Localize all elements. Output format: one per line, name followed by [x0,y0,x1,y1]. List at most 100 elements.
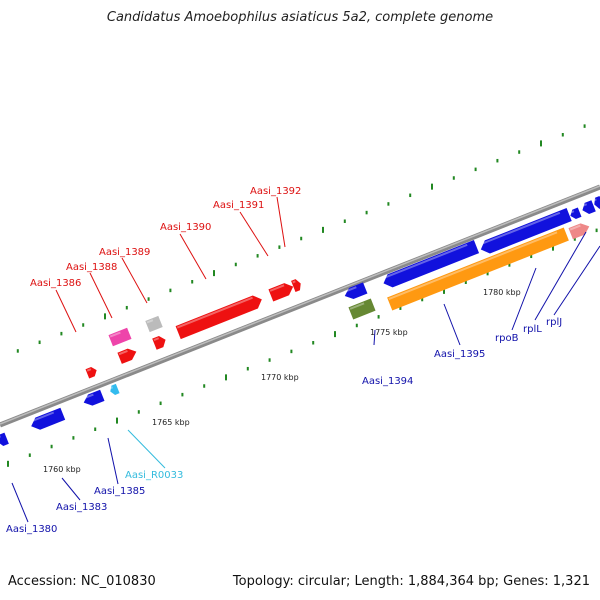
tick-mark [159,401,162,406]
tick-mark [496,158,499,163]
tick-mark [246,366,249,371]
label-aasi-1383[interactable]: Aasi_1383 [56,502,107,513]
label-aasi-1394[interactable]: Aasi_1394 [362,376,413,387]
tick-mark [530,254,533,259]
tick-mark [486,271,489,276]
leader-line [511,267,537,331]
label-rplJ[interactable]: rplJ [546,317,562,328]
tick-mark [409,193,412,198]
tick-mark [234,262,237,267]
gene-rpob[interactable] [568,221,591,240]
genome-backbone [0,184,600,428]
gene-aasi-1385[interactable] [81,389,105,409]
gene-aasi-r0033[interactable] [108,383,120,396]
tick-mark [387,202,390,206]
tick-mark [452,176,455,180]
gene-rpob-rev[interactable] [478,207,572,256]
tick-mark [518,150,521,154]
gene-aasi-1394[interactable] [348,298,376,320]
leader-line [239,211,269,257]
label-aasi-1388[interactable]: Aasi_1388 [66,262,117,273]
scale-label-1775: 1775 kbp [370,328,408,337]
label-aasi-1391[interactable]: Aasi_1391 [213,200,264,211]
label-leaders [11,196,600,523]
label-aasi-1385[interactable]: Aasi_1385 [94,486,145,497]
leader-line [55,289,77,333]
tick-mark [474,167,477,172]
scale-label-1780: 1780 kbp [483,288,521,297]
gene-rplJ-b[interactable] [592,195,600,210]
label-aasi-1392[interactable]: Aasi_1392 [250,186,301,197]
scale-label-1770: 1770 kbp [261,373,299,382]
leader-line [443,303,461,346]
tick-mark [104,313,106,320]
gene-aasi-1388[interactable] [108,327,132,347]
tick-mark [421,297,424,302]
topology-text: Topology: circular; Length: 1,884,364 bp… [232,574,590,589]
label-aasi-1390[interactable]: Aasi_1390 [160,222,211,233]
scale-label-1765: 1765 kbp [152,418,190,427]
tick-mark [225,374,227,381]
tick-mark [94,427,97,431]
gene-aasi-1391[interactable] [268,281,295,302]
gene-aasi-1386[interactable] [85,366,99,379]
leader-line [107,437,119,485]
tick-mark [355,323,358,328]
tick-marks [7,124,598,467]
tick-mark [181,392,184,397]
tick-mark [464,280,467,284]
label-rpob[interactable]: rpoB [495,333,519,344]
label-aasi-1386[interactable]: Aasi_1386 [30,278,81,289]
tick-mark [561,133,564,137]
tick-mark [443,287,445,294]
tick-mark [268,358,271,362]
tick-mark [312,341,315,345]
gene-rplJ[interactable] [580,200,596,216]
tick-mark [28,453,31,457]
tick-mark [82,323,85,327]
gene-aasi-1380[interactable] [0,432,9,448]
tick-mark [278,245,281,249]
gene-aasi-1389[interactable] [145,315,163,333]
tick-mark [60,331,63,336]
tick-mark [334,331,336,338]
tick-mark [300,236,303,241]
tick-mark [137,410,140,414]
tick-mark [147,297,150,301]
tick-mark [365,210,368,215]
label-aasi-1395[interactable]: Aasi_1395 [434,349,485,360]
tick-mark [125,305,128,310]
tick-mark [573,237,576,241]
gene-aasi-1392[interactable] [291,278,303,293]
accession-text: Accession: NC_010830 [8,574,156,589]
gene-aasi-1390[interactable] [175,293,265,340]
tick-mark [508,263,511,267]
leader-line [553,245,600,316]
label-aasi-1389[interactable]: Aasi_1389 [99,247,150,258]
leader-line [89,272,113,319]
gene-aasi-1389b[interactable] [152,334,168,350]
gene-aasi-1394-rev[interactable] [343,282,368,301]
gene-rplL[interactable] [569,207,582,221]
leader-line [127,429,166,469]
tick-mark [16,349,19,353]
leader-line [61,477,81,501]
tick-mark [377,315,380,319]
tick-mark [290,349,293,354]
label-rplL[interactable]: rplL [523,324,542,335]
leader-line [373,329,376,346]
gene-aasi-1388b[interactable] [117,346,138,364]
tick-mark [7,460,9,467]
tick-mark [213,270,215,277]
label-aasi-r0033[interactable]: Aasi_R0033 [125,470,183,481]
label-aasi-1380[interactable]: Aasi_1380 [6,524,57,535]
tick-mark [552,244,554,251]
tick-mark [431,183,433,190]
tick-mark [256,254,259,258]
gene-aasi-1383[interactable] [29,407,66,433]
gene-aasi-1395[interactable] [387,227,569,311]
leader-line [11,482,29,523]
gene-aasi-1395-rev[interactable] [381,240,480,290]
gene-features [0,195,600,448]
